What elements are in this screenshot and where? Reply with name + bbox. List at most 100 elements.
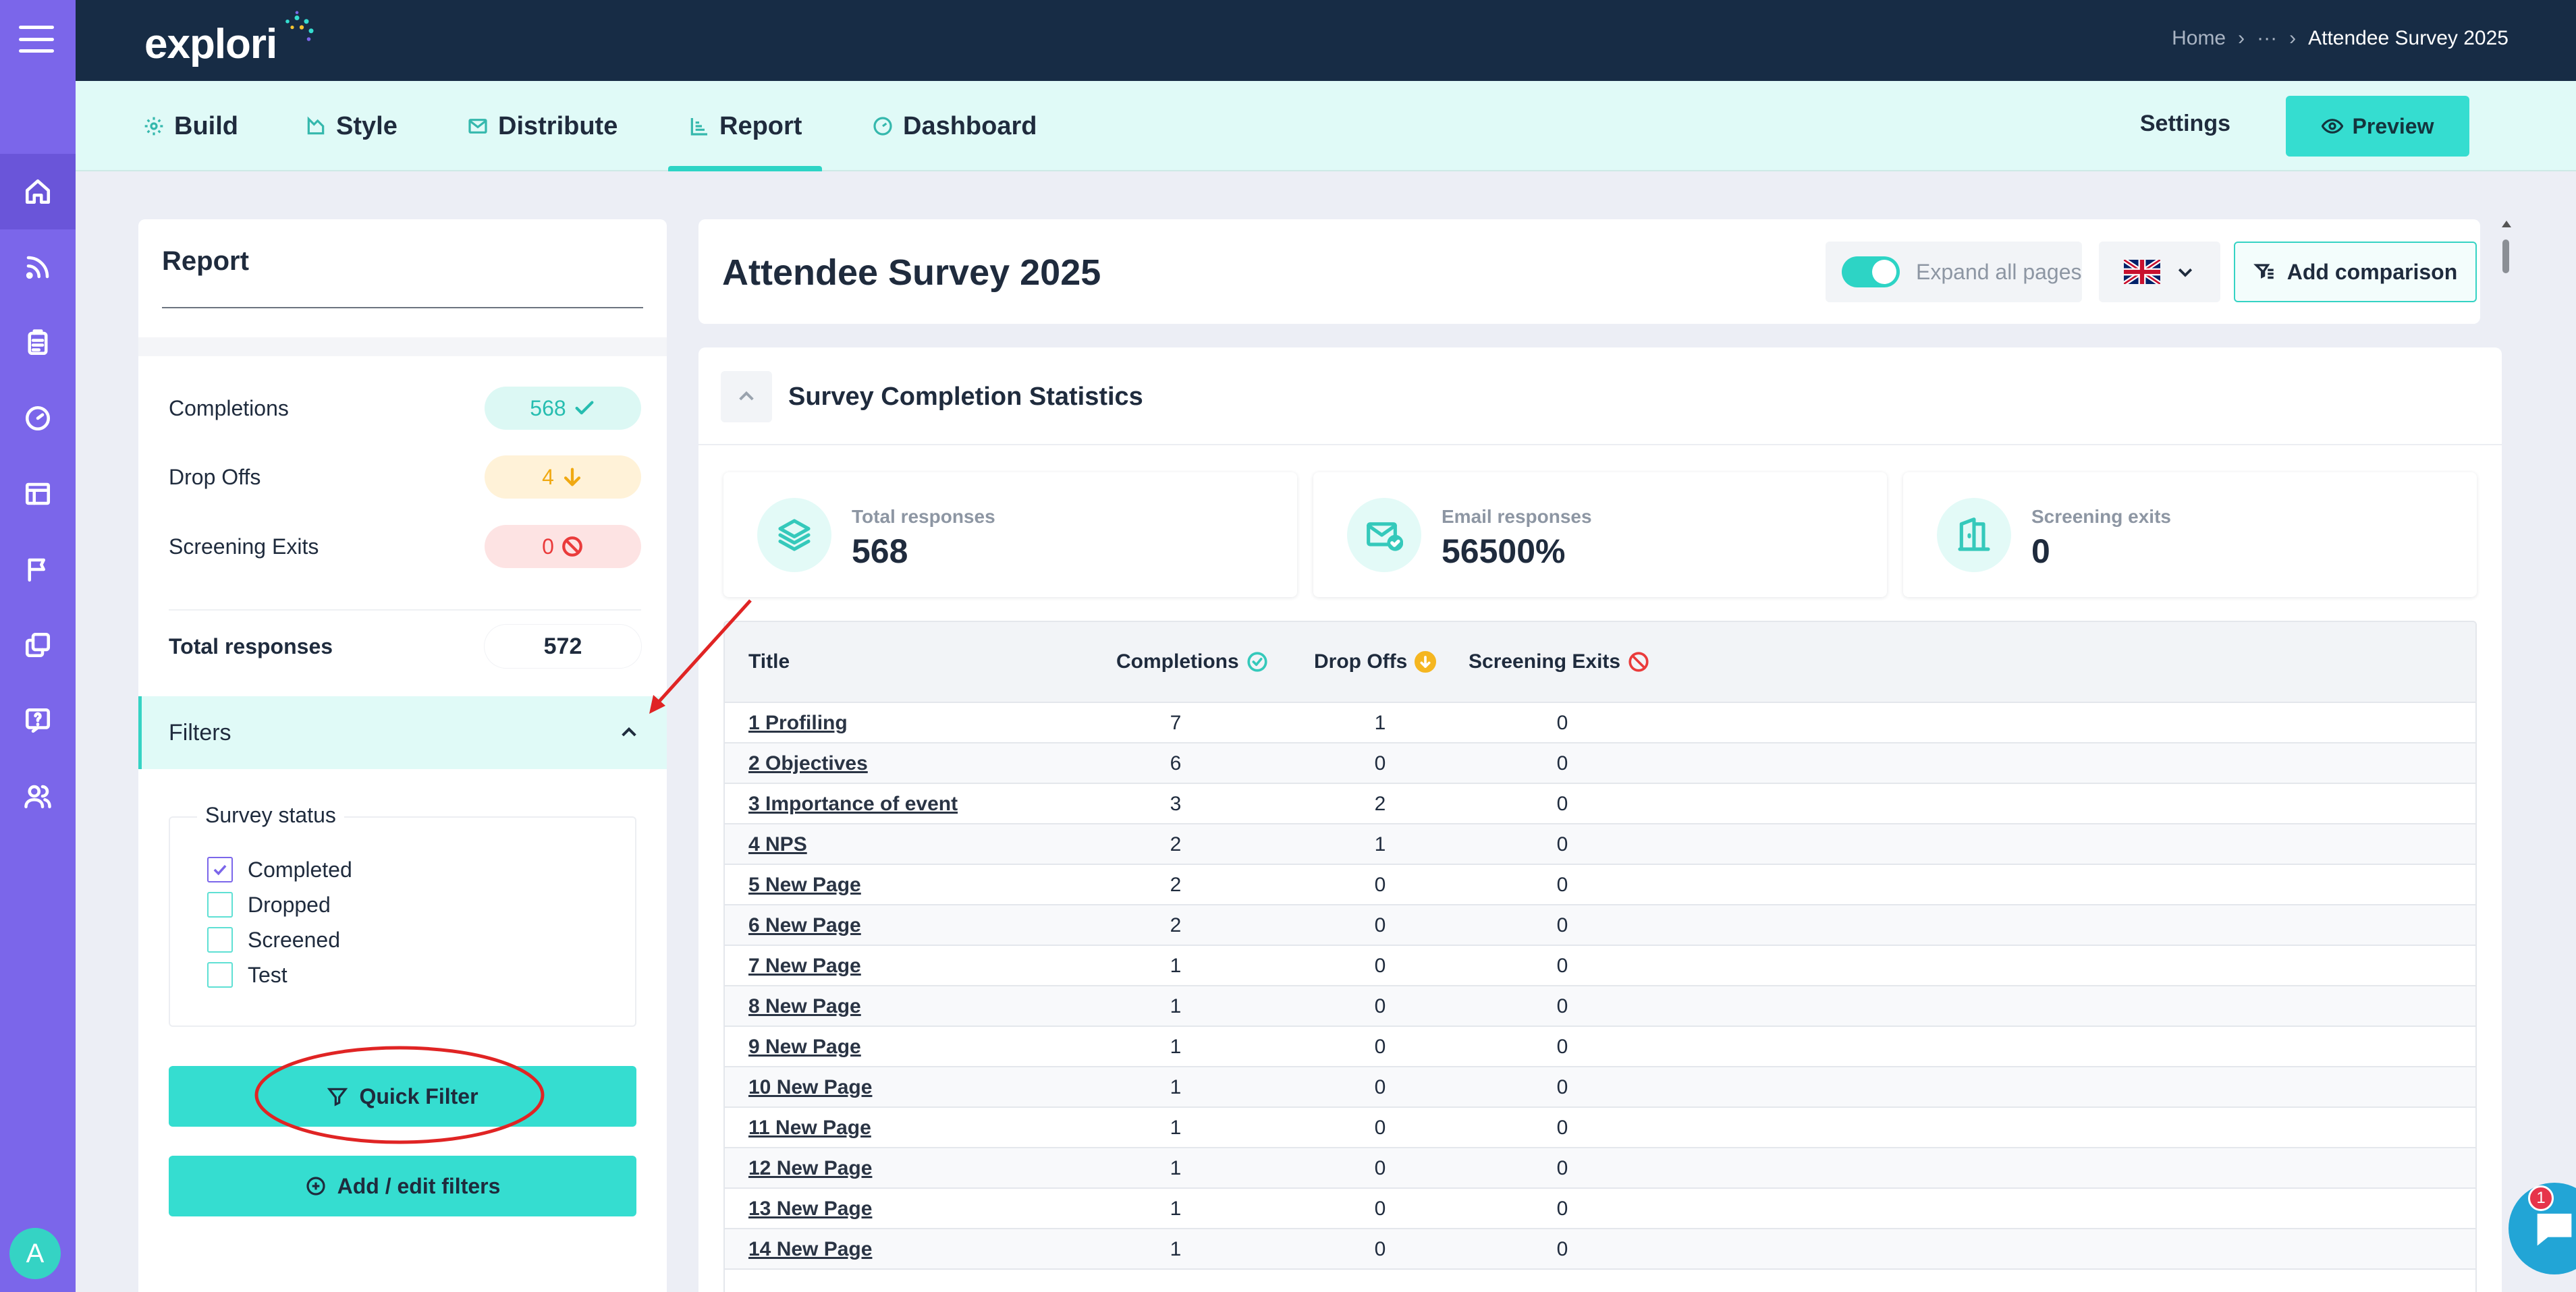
page-title-link[interactable]: 6 New Page bbox=[748, 914, 861, 936]
checkbox-test[interactable] bbox=[207, 962, 233, 988]
column-header-drop-offs[interactable]: Drop Offs bbox=[1314, 650, 1437, 673]
page-title-link[interactable]: 2 Objectives bbox=[748, 752, 868, 775]
quick-filter-button[interactable]: Quick Filter bbox=[169, 1066, 636, 1127]
help-icon[interactable] bbox=[0, 683, 76, 758]
table-row: 14 New Page 1 0 0 bbox=[725, 1229, 2475, 1270]
add-comparison-button[interactable]: Add comparison bbox=[2234, 242, 2477, 302]
app-logo[interactable]: explori bbox=[144, 10, 324, 68]
clipboard-icon[interactable] bbox=[0, 305, 76, 381]
completions-cell: 1 bbox=[1170, 1157, 1182, 1179]
kpi-screening-exits: Screening exits 0 bbox=[1903, 472, 2477, 597]
envelope-icon bbox=[468, 119, 487, 134]
page-title-link[interactable]: 12 New Page bbox=[748, 1157, 873, 1179]
page-title-link[interactable]: 13 New Page bbox=[748, 1198, 873, 1220]
panel-separator bbox=[138, 337, 667, 356]
page-title-link[interactable]: 4 NPS bbox=[748, 833, 807, 855]
page-title-link[interactable]: 7 New Page bbox=[748, 955, 861, 977]
page-title-link[interactable]: 5 New Page bbox=[748, 874, 861, 896]
language-select[interactable] bbox=[2099, 242, 2220, 302]
tab-dashboard[interactable]: Dashboard bbox=[872, 81, 1037, 171]
scrollbar[interactable] bbox=[2500, 219, 2511, 1292]
gauge-icon[interactable] bbox=[0, 381, 76, 456]
status-option-completed[interactable]: Completed bbox=[207, 853, 352, 887]
column-header-screening-exits[interactable]: Screening Exits bbox=[1469, 650, 1650, 673]
table-row: 13 New Page 1 0 0 bbox=[725, 1189, 2475, 1229]
completions-cell: 1 bbox=[1170, 1198, 1182, 1220]
checkbox-dropped[interactable] bbox=[207, 892, 233, 918]
add-edit-filters-label: Add / edit filters bbox=[337, 1173, 501, 1198]
stat-label: Drop Offs bbox=[169, 464, 261, 489]
page-title-link[interactable]: 1 Profiling bbox=[748, 712, 848, 734]
screening-exits-cell: 0 bbox=[1556, 995, 1568, 1017]
table-row: 5 New Page 2 0 0 bbox=[725, 865, 2475, 905]
preview-button-label: Preview bbox=[2352, 113, 2434, 138]
drop-offs-cell: 0 bbox=[1374, 914, 1386, 936]
page-title-link[interactable]: 8 New Page bbox=[748, 995, 861, 1017]
tab-style[interactable]: Style bbox=[305, 81, 398, 171]
drop-offs-cell: 0 bbox=[1374, 752, 1386, 775]
table-row: 3 Importance of event 3 2 0 bbox=[725, 784, 2475, 824]
completions-count: 568 bbox=[530, 395, 566, 420]
drop-offs-cell: 0 bbox=[1374, 1036, 1386, 1058]
preview-button[interactable]: Preview bbox=[2286, 96, 2469, 157]
add-edit-filters-button[interactable]: Add / edit filters bbox=[169, 1156, 636, 1216]
home-icon[interactable] bbox=[0, 154, 76, 229]
drop-offs-cell: 0 bbox=[1374, 995, 1386, 1017]
status-option-dropped[interactable]: Dropped bbox=[207, 888, 331, 922]
breadcrumb-home[interactable]: Home bbox=[2172, 27, 2226, 49]
plus-circle-icon bbox=[306, 1177, 325, 1196]
tab-build[interactable]: Build bbox=[143, 81, 238, 171]
screening-exits-cell: 0 bbox=[1556, 1117, 1568, 1139]
checkbox-screened[interactable] bbox=[207, 927, 233, 953]
total-responses-row: Total responses 572 bbox=[169, 623, 641, 670]
tab-report[interactable]: Report bbox=[668, 81, 823, 171]
top-header: explori Home › ··· › Attendee Survey 202… bbox=[76, 0, 2576, 81]
breadcrumb-ellipsis[interactable]: ··· bbox=[2257, 27, 2278, 49]
completions-cell: 2 bbox=[1170, 914, 1182, 936]
page-title-link[interactable]: 9 New Page bbox=[748, 1036, 861, 1058]
user-avatar[interactable]: A bbox=[9, 1228, 61, 1279]
screening-exits-cell: 0 bbox=[1556, 1076, 1568, 1098]
checkbox-completed[interactable] bbox=[207, 857, 233, 882]
completions-cell: 2 bbox=[1170, 874, 1182, 896]
kpi-total-responses: Total responses 568 bbox=[723, 472, 1297, 597]
flag-icon[interactable] bbox=[0, 532, 76, 607]
drop-offs-cell: 1 bbox=[1374, 712, 1386, 734]
status-option-test[interactable]: Test bbox=[207, 958, 287, 992]
status-option-screened[interactable]: Screened bbox=[207, 923, 340, 957]
collapse-section-button[interactable] bbox=[721, 371, 772, 422]
stat-label: Screening Exits bbox=[169, 534, 319, 559]
scroll-thumb[interactable] bbox=[2502, 240, 2509, 273]
chevron-right-icon: › bbox=[2238, 27, 2245, 49]
drop-offs-cell: 0 bbox=[1374, 874, 1386, 896]
drop-offs-cell: 0 bbox=[1374, 1117, 1386, 1139]
column-header-title[interactable]: Title bbox=[748, 650, 790, 673]
menu-icon[interactable] bbox=[19, 26, 54, 53]
tab-distribute[interactable]: Distribute bbox=[467, 81, 618, 171]
copy-icon[interactable] bbox=[0, 607, 76, 683]
scroll-up-arrow-icon[interactable] bbox=[2502, 221, 2511, 227]
tab-dashboard-label: Dashboard bbox=[903, 111, 1037, 140]
palette-icon bbox=[307, 116, 325, 135]
layout-icon[interactable] bbox=[0, 456, 76, 532]
table-header: Title Completions Drop Offs Screening Ex… bbox=[725, 622, 2475, 703]
page-title-link[interactable]: 11 New Page bbox=[748, 1117, 871, 1139]
screening-exits-cell: 0 bbox=[1556, 833, 1568, 855]
drop-offs-cell: 0 bbox=[1374, 1157, 1386, 1179]
chevron-up-icon bbox=[622, 727, 636, 737]
page-title-link[interactable]: 14 New Page bbox=[748, 1238, 873, 1260]
chat-bubble-icon bbox=[2537, 1213, 2572, 1246]
settings-link[interactable]: Settings bbox=[2139, 111, 2230, 136]
mail-check-icon bbox=[1347, 498, 1421, 572]
users-icon[interactable] bbox=[0, 758, 76, 834]
page-title-link[interactable]: 3 Importance of event bbox=[748, 793, 958, 815]
survey-title: Attendee Survey 2025 bbox=[722, 252, 1101, 293]
status-option-label: Dropped bbox=[248, 892, 331, 917]
column-header-completions[interactable]: Completions bbox=[1116, 650, 1269, 673]
rss-icon[interactable] bbox=[0, 229, 76, 305]
expand-all-toggle-row[interactable]: Expand all pages bbox=[1826, 242, 2082, 302]
chevron-up-icon bbox=[739, 391, 754, 401]
page-title-link[interactable]: 10 New Page bbox=[748, 1076, 873, 1098]
expand-all-toggle[interactable] bbox=[1842, 256, 1900, 287]
filters-header[interactable]: Filters bbox=[138, 696, 667, 769]
